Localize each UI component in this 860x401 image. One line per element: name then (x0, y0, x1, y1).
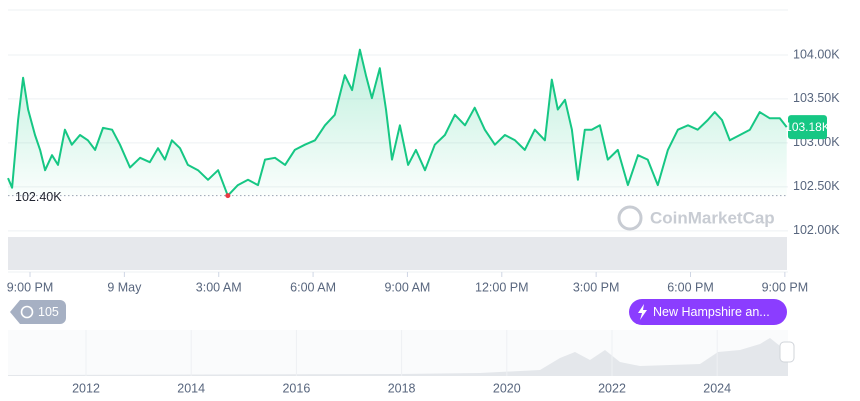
x-tick-label: 3:00 AM (196, 280, 242, 294)
x-tick-label: 9:00 PM (7, 280, 54, 294)
event-badge[interactable]: New Hampshire an... (629, 299, 787, 325)
x-tick-label: 6:00 PM (667, 280, 714, 294)
overview-label: 2020 (493, 381, 521, 395)
x-tick-label: 6:00 AM (290, 280, 336, 294)
overview-area (8, 338, 788, 376)
overview-label: 2024 (703, 381, 731, 395)
watermark-text: CoinMarketCap (650, 208, 775, 227)
x-tick-label: 9 May (107, 280, 142, 294)
overview-label: 2018 (388, 381, 416, 395)
watermark: CoinMarketCap (617, 205, 775, 231)
overview-label: 2016 (282, 381, 310, 395)
history-count: 105 (38, 305, 59, 319)
overview-label: 2012 (72, 381, 100, 395)
low-dot (225, 193, 231, 199)
overview-label: 2014 (177, 381, 205, 395)
volume-bars (8, 237, 787, 270)
overview-label: 2022 (598, 381, 626, 395)
x-tick-label: 9:00 AM (384, 280, 430, 294)
last-price-label: 103.18K (785, 120, 830, 134)
last-price-badge (788, 115, 827, 140)
x-tick-label: 9:00 PM (762, 280, 809, 294)
x-tick-label: 12:00 PM (475, 280, 529, 294)
y-tick-label: 102.00K (793, 223, 840, 237)
x-tick-label: 3:00 PM (573, 280, 620, 294)
low-label: 102.40K (15, 190, 62, 204)
price-line (7, 48, 788, 197)
history-badge[interactable]: 105 (10, 300, 66, 324)
overview-handle[interactable] (779, 341, 795, 363)
y-tick-label: 103.50K (793, 91, 840, 105)
y-tick-label: 104.00K (793, 47, 840, 61)
y-tick-label: 102.50K (793, 179, 840, 193)
event-text: New Hampshire an... (653, 305, 770, 319)
area (8, 49, 787, 196)
